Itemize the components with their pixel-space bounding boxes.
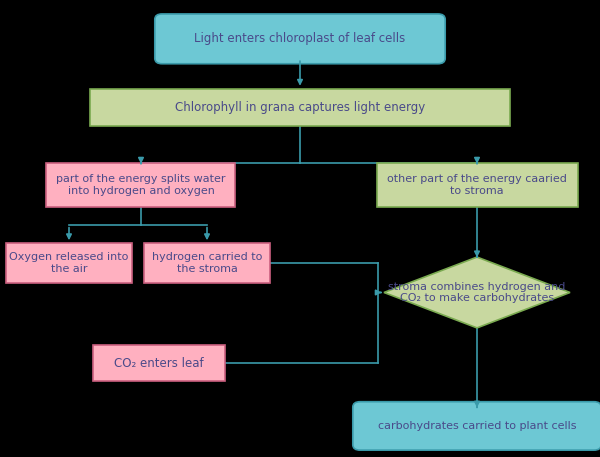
Text: stroma combines hydrogen and
CO₂ to make carbohydrates: stroma combines hydrogen and CO₂ to make… xyxy=(388,282,566,303)
FancyBboxPatch shape xyxy=(155,14,445,64)
FancyBboxPatch shape xyxy=(377,164,578,207)
Text: hydrogen carried to
the stroma: hydrogen carried to the stroma xyxy=(152,252,262,274)
FancyBboxPatch shape xyxy=(47,164,235,207)
FancyBboxPatch shape xyxy=(90,89,510,126)
Text: part of the energy splits water
into hydrogen and oxygen: part of the energy splits water into hyd… xyxy=(56,174,226,196)
Text: other part of the energy caaried
to stroma: other part of the energy caaried to stro… xyxy=(387,174,567,196)
Polygon shape xyxy=(384,257,570,328)
Text: Light enters chloroplast of leaf cells: Light enters chloroplast of leaf cells xyxy=(194,32,406,45)
Text: Oxygen released into
the air: Oxygen released into the air xyxy=(10,252,128,274)
FancyBboxPatch shape xyxy=(6,243,132,283)
Text: carbohydrates carried to plant cells: carbohydrates carried to plant cells xyxy=(378,421,576,431)
Text: CO₂ enters leaf: CO₂ enters leaf xyxy=(114,357,204,370)
FancyBboxPatch shape xyxy=(353,402,600,450)
FancyBboxPatch shape xyxy=(93,345,225,381)
FancyBboxPatch shape xyxy=(144,243,270,283)
Text: Chlorophyll in grana captures light energy: Chlorophyll in grana captures light ener… xyxy=(175,101,425,114)
